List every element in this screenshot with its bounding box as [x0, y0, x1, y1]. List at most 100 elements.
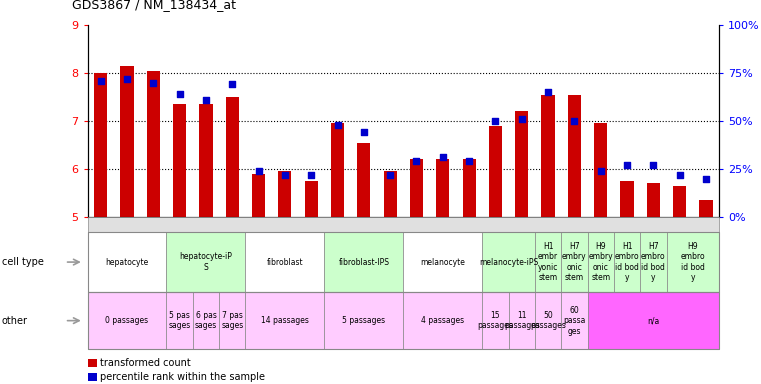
- Point: [621, 162, 633, 168]
- Bar: [331, 123, 344, 217]
- Bar: [489, 126, 502, 217]
- Bar: [587, 292, 719, 349]
- Bar: [88, 232, 719, 292]
- Text: melanocyte: melanocyte: [420, 258, 465, 266]
- Bar: [167, 232, 245, 292]
- Point: [594, 168, 607, 174]
- Point: [200, 97, 212, 103]
- Bar: [173, 104, 186, 217]
- Bar: [279, 171, 291, 217]
- Bar: [193, 292, 219, 349]
- Text: 11
passages: 11 passages: [504, 311, 540, 330]
- Bar: [614, 232, 640, 292]
- Text: 50
passages: 50 passages: [530, 311, 566, 330]
- Bar: [88, 373, 97, 381]
- Text: 4 passages: 4 passages: [422, 316, 464, 325]
- Bar: [88, 292, 719, 349]
- Bar: [324, 232, 403, 292]
- Point: [489, 118, 501, 124]
- Point: [253, 168, 265, 174]
- Bar: [245, 292, 324, 349]
- Bar: [147, 71, 160, 217]
- Bar: [304, 181, 318, 217]
- Text: H7
embry
onic
stem: H7 embry onic stem: [562, 242, 587, 282]
- Text: transformed count: transformed count: [100, 358, 191, 368]
- Text: H7
embro
id bod
y: H7 embro id bod y: [641, 242, 666, 282]
- Point: [226, 81, 238, 88]
- Point: [463, 158, 475, 164]
- Bar: [88, 359, 97, 367]
- Point: [516, 116, 528, 122]
- Text: melanocyte-iPS: melanocyte-iPS: [479, 258, 538, 266]
- Text: H9
embro
id bod
y: H9 embro id bod y: [680, 242, 705, 282]
- Bar: [88, 292, 167, 349]
- Bar: [252, 174, 265, 217]
- Point: [648, 162, 660, 168]
- Text: 5 passages: 5 passages: [342, 316, 385, 325]
- Bar: [324, 292, 403, 349]
- Bar: [562, 232, 587, 292]
- Bar: [410, 159, 423, 217]
- Bar: [403, 292, 482, 349]
- Point: [437, 154, 449, 161]
- Bar: [594, 123, 607, 217]
- Text: fibroblast-IPS: fibroblast-IPS: [339, 258, 390, 266]
- Point: [279, 172, 291, 178]
- Point: [568, 118, 581, 124]
- Bar: [640, 232, 667, 292]
- Text: hepatocyte: hepatocyte: [105, 258, 148, 266]
- Bar: [482, 232, 535, 292]
- Bar: [542, 94, 555, 217]
- Text: H9
embry
onic
stem: H9 embry onic stem: [588, 242, 613, 282]
- Bar: [482, 292, 508, 349]
- Point: [384, 172, 396, 178]
- Bar: [699, 200, 712, 217]
- Bar: [403, 232, 482, 292]
- Bar: [587, 232, 614, 292]
- Point: [410, 158, 422, 164]
- Bar: [245, 232, 324, 292]
- Bar: [667, 232, 719, 292]
- Text: fibroblast: fibroblast: [266, 258, 303, 266]
- Bar: [508, 292, 535, 349]
- Bar: [199, 104, 212, 217]
- Text: cell type: cell type: [2, 257, 43, 267]
- Text: 5 pas
sages: 5 pas sages: [168, 311, 191, 330]
- Text: 14 passages: 14 passages: [261, 316, 309, 325]
- Text: percentile rank within the sample: percentile rank within the sample: [100, 372, 266, 382]
- Bar: [120, 66, 134, 217]
- Bar: [535, 292, 561, 349]
- Bar: [673, 186, 686, 217]
- Point: [147, 79, 159, 86]
- Bar: [436, 159, 450, 217]
- Bar: [384, 171, 396, 217]
- Point: [94, 78, 107, 84]
- Bar: [463, 159, 476, 217]
- Bar: [647, 184, 660, 217]
- Text: GDS3867 / NM_138434_at: GDS3867 / NM_138434_at: [72, 0, 237, 12]
- Bar: [562, 292, 587, 349]
- Text: H1
embro
id bod
y: H1 embro id bod y: [615, 242, 639, 282]
- Point: [673, 172, 686, 178]
- Point: [174, 91, 186, 97]
- Text: other: other: [2, 316, 27, 326]
- Bar: [88, 217, 719, 232]
- Bar: [88, 232, 167, 292]
- Bar: [357, 142, 371, 217]
- Bar: [620, 181, 634, 217]
- Text: 7 pas
sages: 7 pas sages: [221, 311, 244, 330]
- Bar: [568, 94, 581, 217]
- Text: 0 passages: 0 passages: [106, 316, 148, 325]
- Bar: [226, 97, 239, 217]
- Point: [358, 129, 370, 136]
- Point: [305, 172, 317, 178]
- Bar: [94, 73, 107, 217]
- Text: n/a: n/a: [647, 316, 660, 325]
- Bar: [535, 232, 561, 292]
- Text: 15
passages: 15 passages: [477, 311, 514, 330]
- Bar: [219, 292, 245, 349]
- Bar: [515, 111, 528, 217]
- Point: [700, 175, 712, 182]
- Text: 60
passa
ges: 60 passa ges: [563, 306, 585, 336]
- Point: [332, 122, 344, 128]
